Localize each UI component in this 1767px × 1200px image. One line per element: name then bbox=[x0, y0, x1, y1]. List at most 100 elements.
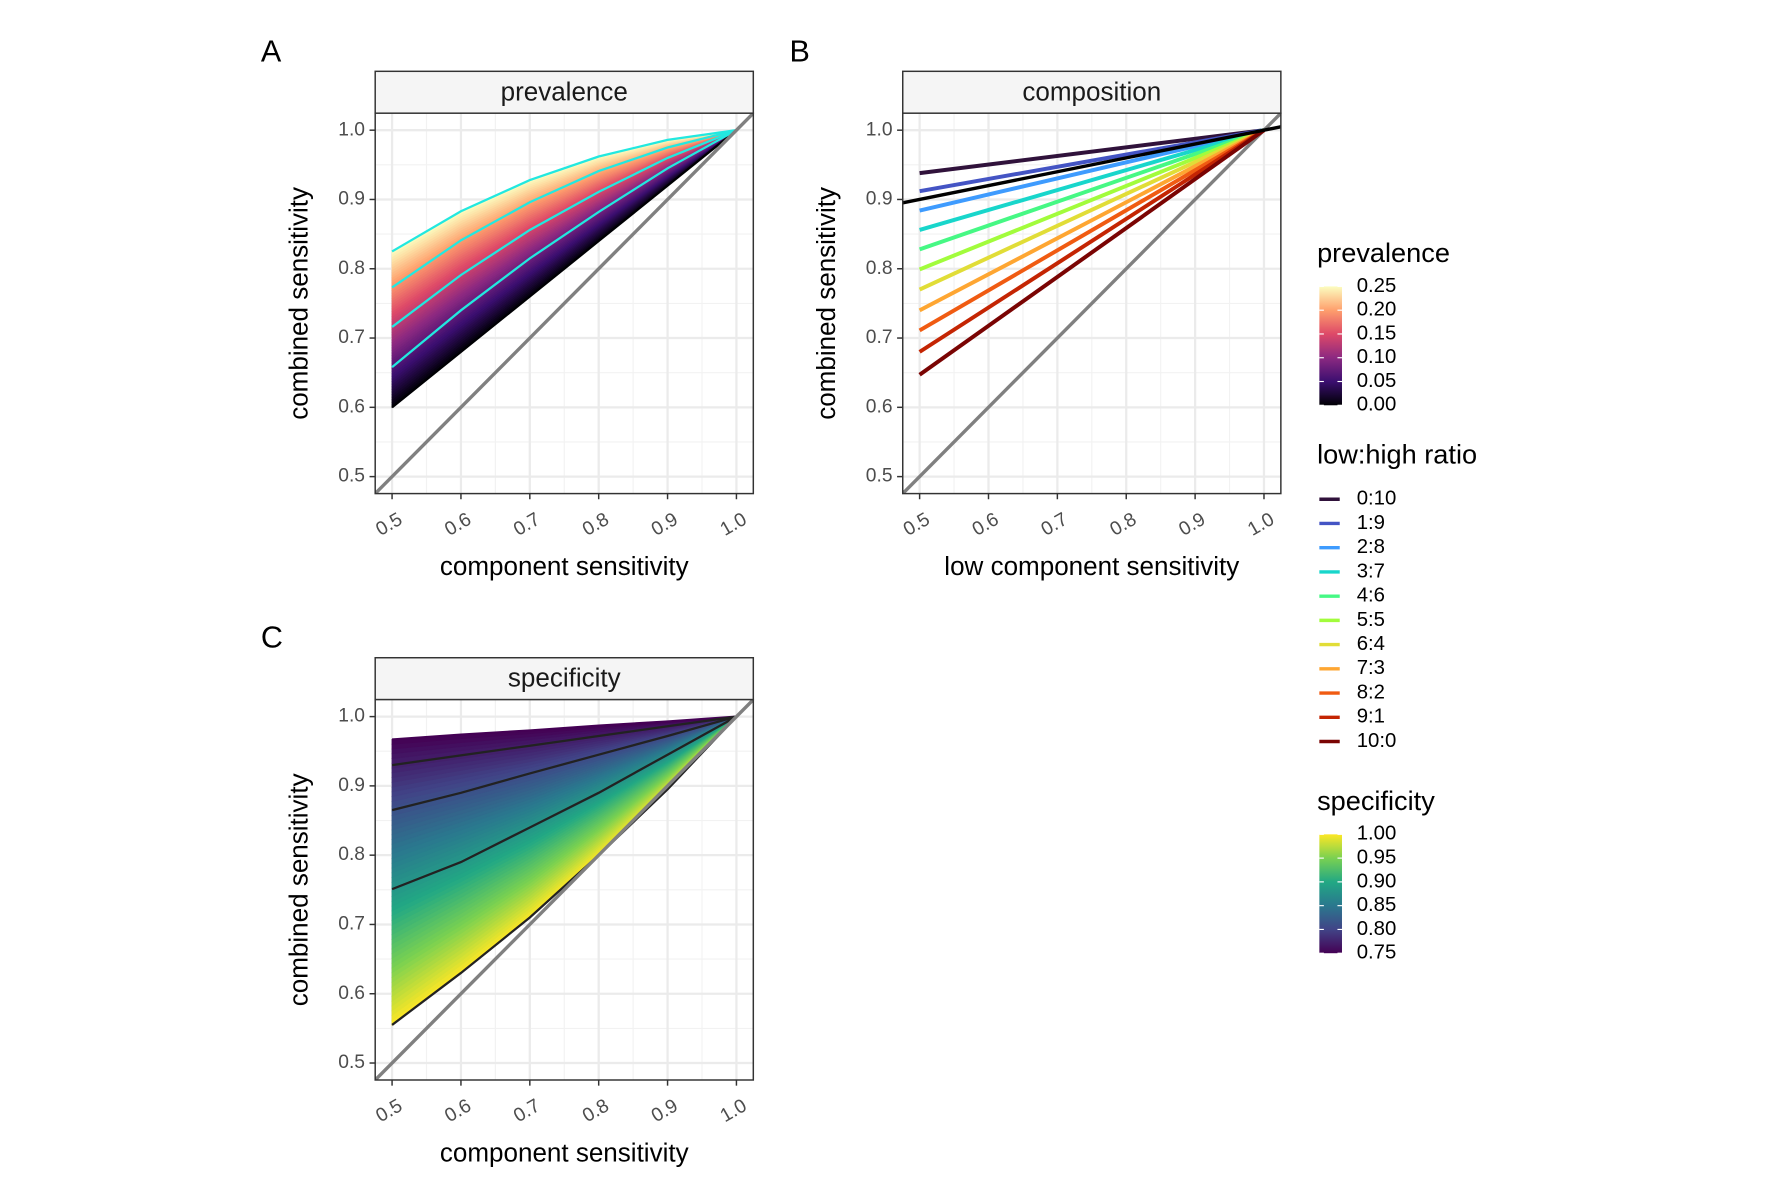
colorbar-label: 0.95 bbox=[1357, 846, 1397, 868]
legend-label: 2:8 bbox=[1357, 536, 1385, 558]
colorbar-label: 0.85 bbox=[1357, 894, 1397, 916]
y-tick-label: 0.9 bbox=[866, 189, 893, 210]
panel-label: A bbox=[261, 34, 282, 68]
colorbar-label: 0.05 bbox=[1357, 370, 1397, 392]
strip bbox=[902, 70, 1282, 114]
x-tick-label: 0.9 bbox=[1176, 509, 1210, 541]
line bbox=[919, 128, 1265, 232]
legend-title: prevalence bbox=[1317, 237, 1450, 268]
legend-label: 8:2 bbox=[1357, 681, 1385, 703]
colorbar-label: 0.25 bbox=[1357, 275, 1397, 297]
line bbox=[919, 128, 1265, 176]
line bbox=[918, 128, 1266, 377]
y-tick-label: 0.7 bbox=[338, 327, 365, 348]
y-tick-label: 0.7 bbox=[338, 914, 365, 935]
panel-label: C bbox=[261, 621, 283, 655]
y-tick-label: 0.9 bbox=[338, 775, 365, 796]
colorbar-label: 0.75 bbox=[1357, 942, 1397, 964]
line bbox=[918, 128, 1265, 292]
strip-title: specificity bbox=[508, 663, 621, 693]
x-tick-label: 0.8 bbox=[1107, 509, 1141, 541]
y-tick-label: 0.7 bbox=[866, 327, 893, 348]
y-tick-label: 1.0 bbox=[338, 119, 365, 140]
line bbox=[918, 128, 1265, 313]
x-tick-label: 0.6 bbox=[441, 1095, 475, 1127]
x-tick-label: 0.9 bbox=[648, 509, 682, 541]
line bbox=[391, 715, 737, 767]
x-tick-label: 0.8 bbox=[579, 1095, 613, 1127]
legend-title: specificity bbox=[1317, 785, 1435, 816]
line bbox=[918, 128, 1265, 333]
x-tick-label: 1.0 bbox=[717, 1095, 751, 1127]
x-tick-label: 0.5 bbox=[900, 509, 934, 541]
legend-label: 1:9 bbox=[1357, 512, 1385, 534]
colorbar-label: 0.10 bbox=[1357, 346, 1397, 368]
panel-border bbox=[374, 698, 755, 1081]
y-tick-label: 1.0 bbox=[338, 706, 365, 727]
line bbox=[391, 129, 737, 369]
strip-title: composition bbox=[1022, 76, 1161, 106]
y-axis-title: combined sensitivity bbox=[283, 773, 313, 1006]
y-tick-label: 0.5 bbox=[338, 466, 365, 487]
y-tick-label: 1.0 bbox=[866, 119, 893, 140]
colorbar-label: 0.80 bbox=[1357, 918, 1397, 940]
legend-label: 5:5 bbox=[1357, 609, 1385, 631]
plot-area bbox=[375, 699, 754, 1080]
y-tick-label: 0.6 bbox=[338, 396, 365, 417]
panel-border bbox=[374, 112, 755, 495]
colorbar-label: 0.20 bbox=[1357, 299, 1397, 321]
colorbar-label: 0.90 bbox=[1357, 870, 1397, 892]
y-tick-label: 0.6 bbox=[338, 983, 365, 1004]
x-tick-label: 0.7 bbox=[1038, 509, 1072, 541]
panel-border bbox=[902, 112, 1282, 495]
line bbox=[391, 129, 737, 328]
colorbar-label: 0.00 bbox=[1357, 394, 1397, 416]
y-tick-label: 0.5 bbox=[866, 466, 893, 487]
y-tick-label: 0.8 bbox=[866, 258, 893, 279]
colorbar bbox=[1319, 286, 1342, 406]
y-tick-label: 0.8 bbox=[338, 258, 365, 279]
x-tick-label: 0.6 bbox=[441, 509, 475, 541]
legend-title: low:high ratio bbox=[1317, 438, 1477, 469]
x-tick-label: 0.6 bbox=[969, 509, 1003, 541]
legend-label: 4:6 bbox=[1357, 585, 1385, 607]
x-axis-title: component sensitivity bbox=[440, 551, 689, 581]
line bbox=[918, 128, 1265, 252]
line bbox=[391, 715, 737, 741]
x-tick-label: 0.7 bbox=[510, 509, 544, 541]
line bbox=[918, 128, 1265, 272]
legend-label: 7:3 bbox=[1357, 657, 1385, 679]
line bbox=[391, 715, 737, 891]
line bbox=[902, 125, 1281, 205]
strip-title: prevalence bbox=[501, 76, 628, 106]
y-axis-title: combined sensitivity bbox=[811, 187, 841, 420]
line bbox=[375, 113, 754, 494]
legend-label: 3:7 bbox=[1357, 560, 1385, 582]
legend-label: 0:10 bbox=[1357, 488, 1397, 510]
x-tick-label: 1.0 bbox=[717, 509, 751, 541]
line bbox=[919, 128, 1265, 213]
strip bbox=[374, 70, 755, 114]
y-tick-label: 0.6 bbox=[866, 396, 893, 417]
plot-area bbox=[375, 113, 754, 494]
line bbox=[391, 129, 737, 253]
legend-label: 6:4 bbox=[1357, 633, 1385, 655]
x-axis-title: component sensitivity bbox=[440, 1138, 689, 1168]
x-tick-label: 0.7 bbox=[510, 1095, 544, 1127]
line bbox=[391, 715, 738, 1026]
colorbar-label: 1.00 bbox=[1357, 823, 1397, 845]
colorbar bbox=[1319, 834, 1342, 954]
line bbox=[391, 129, 738, 409]
x-tick-label: 1.0 bbox=[1244, 509, 1278, 541]
line bbox=[902, 113, 1281, 494]
line bbox=[391, 715, 737, 812]
line bbox=[391, 129, 737, 289]
y-tick-label: 0.5 bbox=[338, 1052, 365, 1073]
plot-area bbox=[902, 113, 1281, 494]
legend-label: 10:0 bbox=[1357, 730, 1397, 752]
x-tick-label: 0.8 bbox=[579, 509, 613, 541]
legend-label: 9:1 bbox=[1357, 706, 1385, 728]
panel-label: B bbox=[790, 34, 810, 68]
x-axis-title: low component sensitivity bbox=[944, 551, 1239, 581]
